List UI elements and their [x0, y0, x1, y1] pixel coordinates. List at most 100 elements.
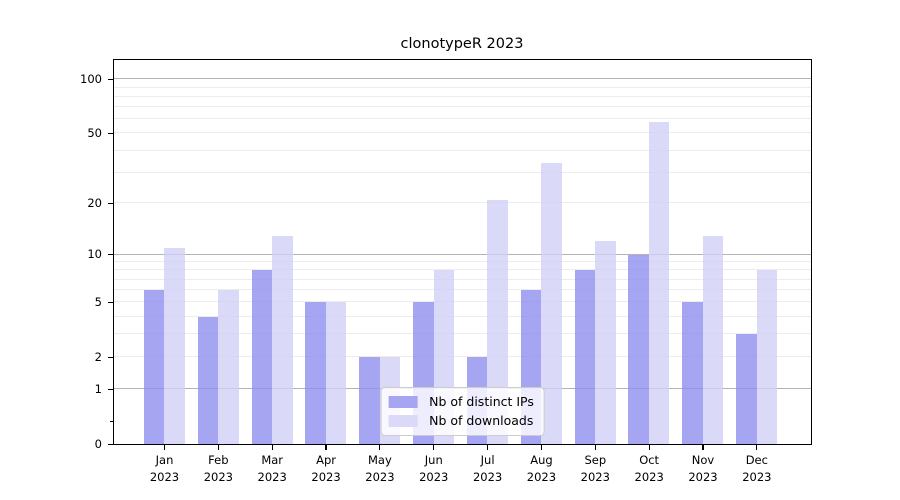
- bar-downloads-jan: [164, 247, 185, 444]
- bar-downloads-oct: [648, 121, 670, 444]
- minor-gridline: [114, 106, 811, 108]
- bar-distinct-ips-dec: [736, 334, 757, 444]
- minor-gridline: [114, 356, 811, 358]
- x-tick-mark: [271, 445, 273, 450]
- minor-gridline: [114, 171, 811, 173]
- minor-gridline: [114, 118, 811, 120]
- minor-gridline: [114, 278, 811, 280]
- bar-distinct-ips-feb: [197, 316, 219, 444]
- x-tick-label: May 2023: [338, 452, 422, 486]
- x-tick-mark: [702, 445, 704, 450]
- x-tick-label: Jul 2023: [446, 452, 530, 486]
- x-tick-label-line: Apr: [316, 453, 336, 467]
- major-gridline: [114, 78, 811, 80]
- bar-distinct-ips-may: [359, 357, 380, 444]
- bar-distinct-ips-mar: [251, 270, 272, 444]
- x-tick-mark: [325, 445, 327, 450]
- x-tick-label-line: Sep: [584, 453, 607, 467]
- y-minor-tick-mark: [110, 421, 113, 423]
- legend-item-distinct-ips: Nb of distinct IPs: [388, 394, 534, 410]
- bar-downloads-apr: [325, 302, 347, 444]
- x-tick-label: Jan 2023: [123, 452, 207, 486]
- bar-downloads-sep: [595, 241, 616, 444]
- x-tick-label-line: Dec: [745, 453, 768, 467]
- y-tick-mark: [107, 443, 113, 445]
- legend-swatch-downloads: [388, 415, 418, 427]
- minor-gridline: [114, 301, 811, 303]
- x-tick-label-line: May: [368, 453, 392, 467]
- x-tick-label: Nov 2023: [661, 452, 745, 486]
- x-tick-mark: [379, 445, 381, 450]
- legend-item-downloads: Nb of downloads: [388, 413, 534, 429]
- x-tick-label: Jun 2023: [392, 452, 476, 486]
- x-tick-label: Apr 2023: [284, 452, 368, 486]
- x-tick-mark: [433, 445, 435, 450]
- bar-distinct-ips-oct: [628, 254, 649, 444]
- x-tick-mark: [648, 445, 650, 450]
- minor-gridline: [114, 289, 811, 291]
- y-tick-label: 1: [94, 381, 102, 396]
- y-tick-mark: [107, 302, 113, 304]
- x-tick-label-line: 2023: [526, 470, 557, 484]
- minor-gridline: [114, 315, 811, 317]
- x-tick-mark: [540, 445, 543, 450]
- x-tick-label-line: 2023: [419, 470, 449, 484]
- legend-swatch-distinct-ips: [388, 396, 418, 408]
- x-tick-label-line: 2023: [365, 470, 395, 484]
- bar-layer: [114, 60, 811, 444]
- legend-label-downloads: Nb of downloads: [429, 413, 534, 428]
- x-tick-label-line: Nov: [691, 453, 715, 467]
- bar-downloads-mar: [272, 235, 293, 444]
- bar-downloads-dec: [756, 270, 778, 444]
- x-tick-label-line: Jun: [424, 453, 443, 467]
- y-tick-label: 5: [94, 295, 102, 310]
- bar-distinct-ips-nov: [682, 302, 703, 444]
- y-tick-label: 50: [87, 126, 102, 141]
- x-tick-mark: [487, 445, 489, 450]
- bar-downloads-feb: [218, 290, 239, 444]
- plot-area: Nb of distinct IPs Nb of downloads: [113, 59, 812, 445]
- x-tick-label-line: 2023: [742, 470, 772, 484]
- x-tick-label: Mar 2023: [230, 452, 314, 486]
- x-tick-label-line: Aug: [530, 453, 553, 467]
- minor-gridline: [114, 132, 811, 134]
- bar-distinct-ips-apr: [305, 302, 326, 444]
- bar-distinct-ips-jan: [143, 290, 165, 444]
- x-tick-label-line: Mar: [261, 453, 284, 467]
- legend: Nb of distinct IPs Nb of downloads: [380, 387, 545, 436]
- y-tick-label: 2: [94, 349, 102, 364]
- x-tick-label-line: 2023: [203, 470, 233, 484]
- x-tick-label: Feb 2023: [176, 452, 260, 486]
- bar-downloads-jul: [487, 199, 508, 444]
- x-tick-label-line: Jan: [155, 453, 174, 467]
- bar-downloads-aug: [541, 163, 562, 444]
- y-tick-mark: [107, 356, 113, 358]
- x-tick-label-line: 2023: [634, 470, 664, 484]
- x-tick-label-line: 2023: [311, 470, 341, 484]
- minor-gridline: [114, 202, 811, 204]
- y-tick-mark: [107, 254, 113, 256]
- x-tick-mark: [594, 445, 596, 450]
- x-tick-mark: [217, 445, 219, 450]
- y-tick-label: 100: [80, 72, 102, 87]
- minor-gridline: [114, 333, 811, 335]
- x-tick-label: Sep 2023: [553, 452, 637, 486]
- major-gridline: [114, 253, 811, 255]
- minor-gridline: [114, 261, 811, 263]
- x-tick-label-line: Feb: [208, 453, 229, 467]
- x-tick-label-line: Jul: [480, 453, 495, 467]
- y-tick-mark: [107, 79, 113, 81]
- x-tick-label-line: Oct: [639, 453, 660, 467]
- y-tick-label: 0: [94, 436, 102, 451]
- y-tick-mark: [107, 388, 113, 391]
- minor-gridline: [114, 95, 811, 97]
- x-tick-label: Aug 2023: [499, 452, 583, 486]
- bar-distinct-ips-sep: [574, 270, 596, 444]
- chart-title: clonotypeR 2023: [400, 36, 524, 52]
- x-tick-label-line: 2023: [688, 470, 718, 484]
- legend-label-distinct-ips: Nb of distinct IPs: [429, 394, 534, 409]
- x-tick-label-line: 2023: [149, 470, 180, 484]
- minor-gridline: [114, 269, 811, 271]
- x-tick-label-line: 2023: [580, 470, 610, 484]
